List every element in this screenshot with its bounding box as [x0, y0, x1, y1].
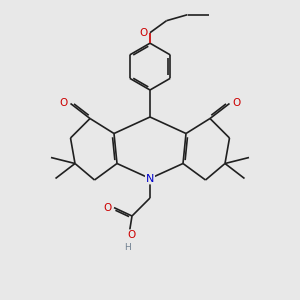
Text: O: O [140, 28, 148, 38]
Text: O: O [232, 98, 240, 109]
Text: N: N [146, 173, 154, 184]
Text: O: O [128, 230, 136, 240]
Text: H: H [124, 243, 131, 252]
Text: O: O [103, 202, 112, 213]
Text: O: O [60, 98, 68, 109]
